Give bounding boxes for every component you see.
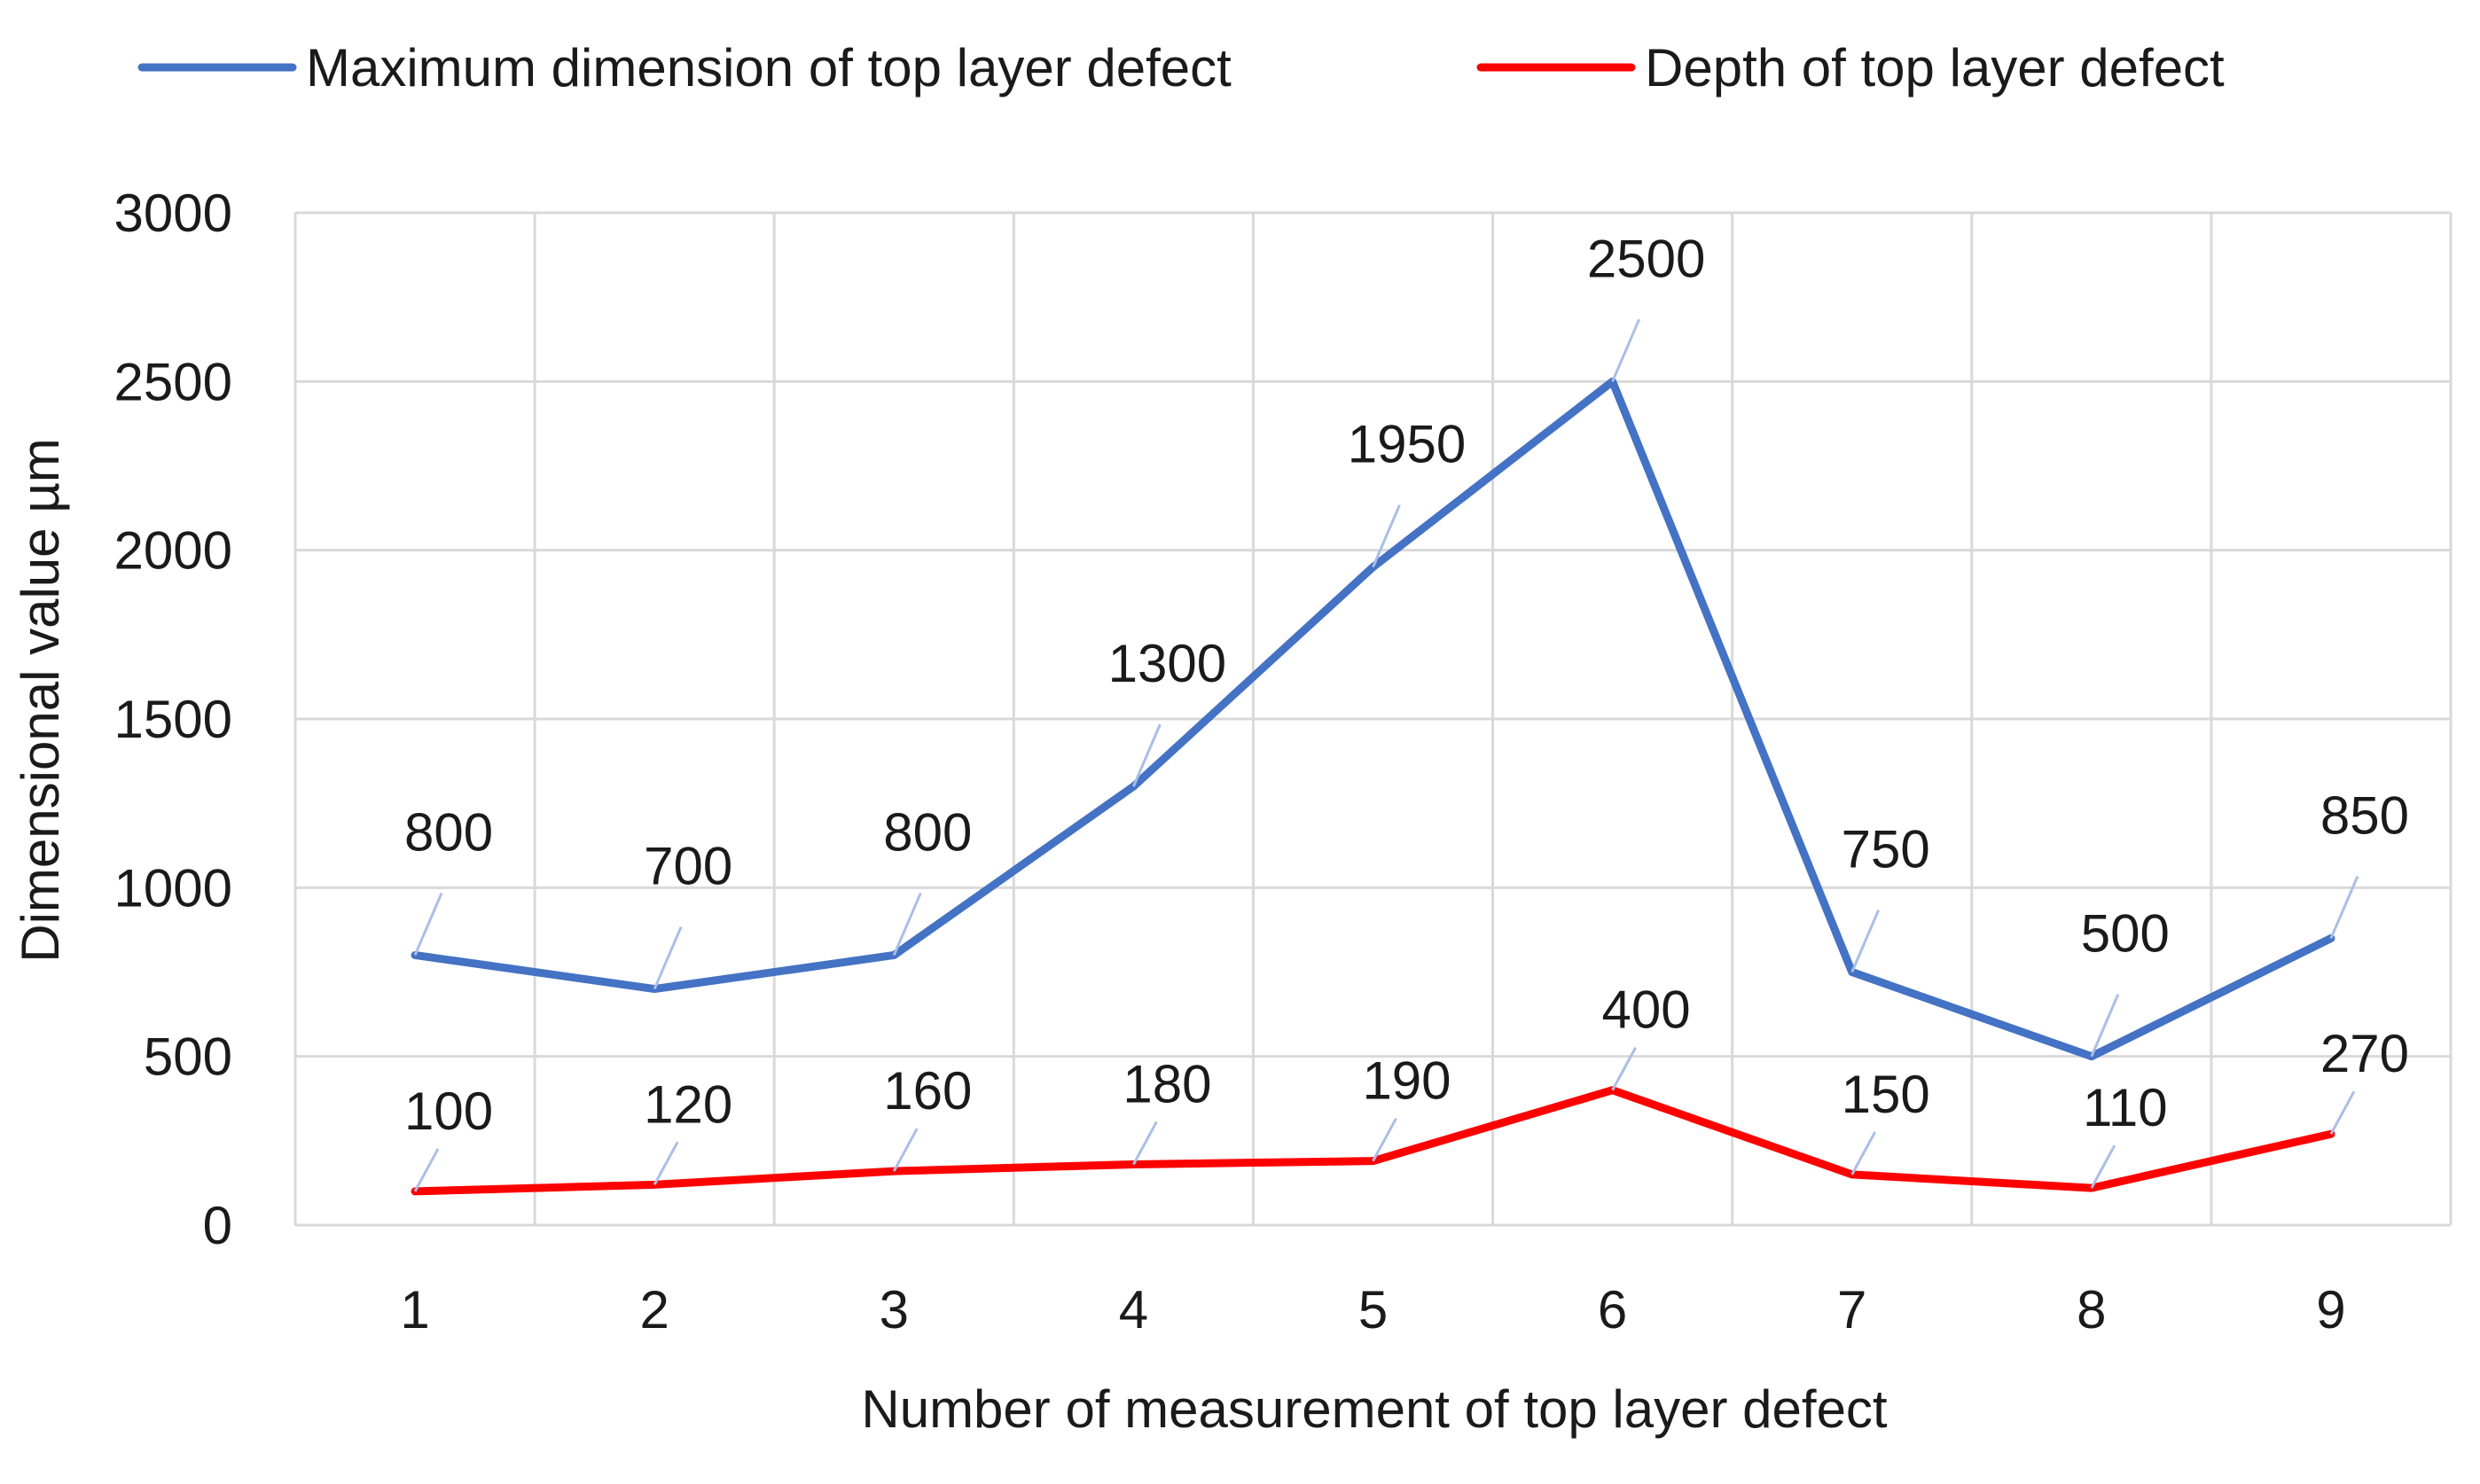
x-tick-label: 2 (639, 1280, 669, 1340)
data-label-leader (413, 892, 443, 957)
data-label-leader (1372, 1117, 1397, 1162)
data-label-leader (1372, 504, 1401, 568)
data-label-leader (2090, 1144, 2116, 1189)
data-label-leader (1611, 1047, 1637, 1091)
y-tick-label: 1000 (114, 858, 232, 918)
data-label-leader (892, 892, 922, 957)
data-label: 850 (2320, 785, 2409, 845)
legend-item-1: Maximum dimension of top layer defect (137, 38, 1232, 98)
data-label-leader (1132, 723, 1162, 787)
x-tick-label: 1 (400, 1280, 429, 1340)
y-tick-label: 500 (144, 1027, 232, 1087)
x-tick-label: 6 (1598, 1280, 1627, 1340)
x-tick-label: 9 (2316, 1280, 2345, 1340)
data-label: 100 (404, 1082, 493, 1141)
data-label: 400 (1602, 980, 1691, 1040)
data-label: 500 (2081, 904, 2170, 964)
data-label: 150 (1842, 1065, 1930, 1124)
data-label: 700 (644, 837, 732, 896)
legend: Maximum dimension of top layer defect Dep… (137, 38, 2225, 98)
y-tick-label: 2000 (114, 521, 232, 581)
x-tick-label: 5 (1358, 1280, 1388, 1340)
data-label-leader (653, 1141, 679, 1186)
data-label: 270 (2320, 1024, 2409, 1083)
data-label: 750 (1842, 820, 1930, 879)
data-label: 800 (404, 802, 493, 862)
legend-item-2: Depth of top layer defect (1476, 38, 2225, 98)
data-label-leader (1850, 909, 1881, 973)
data-label-leader (2329, 875, 2359, 940)
data-label: 120 (644, 1074, 732, 1134)
data-label-leader (1132, 1121, 1158, 1166)
data-label-leader (2090, 994, 2120, 1058)
data-label: 1950 (1348, 415, 1466, 474)
x-tick-label: 3 (880, 1280, 909, 1340)
data-label: 160 (883, 1061, 972, 1121)
data-label: 190 (1362, 1051, 1451, 1111)
data-label-leader (653, 926, 683, 990)
data-label-leader (413, 1148, 440, 1192)
data-label-leader (2329, 1090, 2356, 1135)
data-label-leader (1850, 1131, 1877, 1175)
data-label: 180 (1123, 1054, 1211, 1113)
y-tick-label: 0 (203, 1196, 232, 1255)
x-tick-label: 4 (1119, 1280, 1148, 1340)
data-label-leader (892, 1128, 919, 1172)
y-tick-label: 2500 (114, 352, 232, 411)
x-tick-label: 8 (2077, 1280, 2106, 1340)
y-tick-label: 3000 (114, 184, 232, 243)
data-label-leader (1611, 318, 1640, 382)
data-label: 1300 (1108, 634, 1226, 693)
data-labels: 800 700 800 1300 1950 2500 750 500 850 100 120 160 1… (404, 229, 2409, 1192)
data-label: 800 (883, 802, 972, 862)
x-axis-title: Number of measurement of top layer defec… (861, 1379, 1888, 1439)
x-tick-label: 7 (1837, 1280, 1866, 1340)
axes: Number of measurement of top layer defec… (11, 184, 2346, 1439)
legend-label: Maximum dimension of top layer defect (306, 38, 1232, 98)
data-label: 2500 (1587, 229, 1705, 288)
legend-label: Depth of top layer defect (1645, 38, 2225, 98)
grid (293, 211, 2453, 1227)
y-axis-title: Dimensional value µm (11, 438, 70, 962)
data-label: 110 (2083, 1078, 2168, 1137)
y-tick-label: 1500 (114, 690, 232, 749)
